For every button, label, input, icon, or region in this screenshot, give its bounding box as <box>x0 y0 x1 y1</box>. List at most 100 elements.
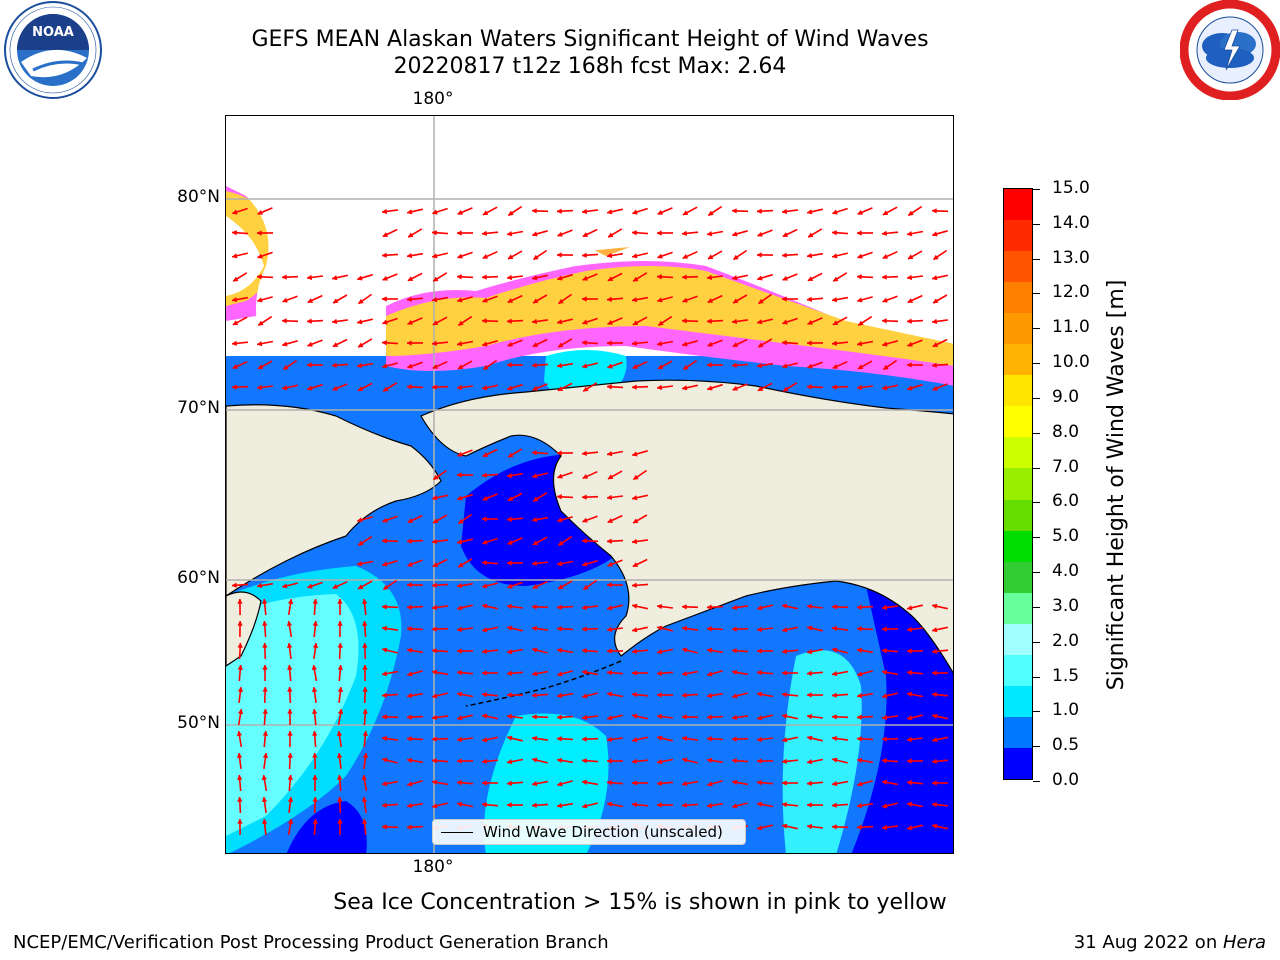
wind-wave-arrow-head <box>336 752 343 759</box>
wind-wave-arrow-head <box>656 713 663 720</box>
wind-wave-arrow-head <box>882 210 889 216</box>
wind-wave-arrow-head <box>231 296 238 303</box>
wind-wave-arrow-head <box>381 561 388 567</box>
colorbar-segment <box>1004 623 1032 656</box>
wind-wave-arrow-head <box>406 671 413 677</box>
wind-wave-arrow-head <box>781 713 788 719</box>
wind-wave-arrow-head <box>756 825 763 831</box>
wind-wave-arrow-head <box>906 758 912 764</box>
wind-wave-arrow-head <box>906 626 913 633</box>
wind-wave-arrow-head <box>331 362 337 368</box>
wind-wave-arrow-head <box>831 384 837 390</box>
wind-wave-arrow-head <box>606 626 613 633</box>
wind-wave-arrow-head <box>581 252 587 258</box>
wind-wave-arrow-head <box>431 626 437 632</box>
wind-wave-arrow-head <box>406 647 413 654</box>
nws-logo-icon <box>1179 0 1280 104</box>
wind-wave-arrow-head <box>606 209 613 215</box>
wind-wave-arrow-head <box>631 230 637 236</box>
wind-wave-arrow-head <box>906 318 912 324</box>
wind-wave-arrow-head <box>231 384 237 390</box>
wind-wave-arrow-head <box>756 275 763 281</box>
wind-wave-arrow-head <box>337 642 343 648</box>
wind-wave-arrow-head <box>581 296 587 302</box>
wind-wave-arrow-head <box>707 210 714 216</box>
wind-wave-arrow-head <box>556 275 563 281</box>
wind-wave-arrow-head <box>481 516 487 522</box>
wind-wave-arrow-head <box>481 539 488 545</box>
wind-wave-arrow-head <box>262 664 268 670</box>
wind-wave-arrow-head <box>237 686 244 693</box>
wind-wave-arrow-head <box>756 362 763 369</box>
wind-wave-arrow-head <box>632 518 639 524</box>
wind-wave-arrow-head <box>881 693 888 699</box>
wind-wave-arrow-head <box>332 298 339 304</box>
colorbar-segment <box>1004 592 1032 625</box>
wind-wave-arrow-head <box>482 364 489 370</box>
wind-wave-arrow-head <box>262 620 268 626</box>
wind-wave-arrow-head <box>831 209 838 215</box>
colorbar-segment <box>1004 468 1032 501</box>
wind-wave-arrow-head <box>931 802 937 808</box>
wind-wave-arrow-head <box>287 730 293 736</box>
wind-wave-arrow-head <box>607 276 614 281</box>
ocean-1.5-2.0 <box>226 594 359 836</box>
wind-wave-arrow-head <box>456 253 463 259</box>
wind-wave-arrow-head <box>236 752 243 759</box>
wind-wave-arrow-head <box>606 538 612 544</box>
wind-wave-arrow-head <box>757 342 764 348</box>
wind-wave-arrow-head <box>781 208 788 215</box>
wind-wave-arrow-head <box>431 230 437 236</box>
wind-wave-arrow-head <box>531 450 537 456</box>
wind-wave-arrow-head <box>756 758 762 764</box>
wind-wave-arrow-head <box>231 253 238 259</box>
wind-wave-arrow-head <box>932 385 938 391</box>
colorbar-tick-label: 1.5 <box>1052 665 1080 686</box>
wind-wave-arrow-head <box>606 450 613 457</box>
wind-wave-arrow-head <box>312 752 318 758</box>
wind-wave-arrow-head <box>407 232 414 238</box>
wind-wave-arrow-head <box>456 384 463 391</box>
wind-wave-arrow-head <box>756 208 762 214</box>
wind-wave-arrow-head <box>806 713 813 720</box>
wind-wave-arrow-head <box>706 274 713 281</box>
wind-wave-arrow-head <box>932 342 939 347</box>
wind-wave-arrow-head <box>906 648 912 654</box>
wind-wave-arrow-head <box>287 708 293 714</box>
colorbar-segment <box>1004 530 1032 563</box>
wind-wave-arrow-head <box>881 669 888 676</box>
wind-wave-arrow-head <box>931 231 938 237</box>
wind-wave-arrow-head <box>781 758 787 764</box>
wind-wave-arrow-head <box>656 274 662 280</box>
colorbar-tick-label: 12.0 <box>1052 282 1090 303</box>
wind-wave-arrow-head <box>506 780 512 786</box>
wind-wave-arrow-head <box>482 495 488 501</box>
wind-wave-arrow-head <box>906 385 913 391</box>
wind-wave-arrow-head <box>256 384 263 391</box>
wind-wave-arrow-head <box>287 774 293 780</box>
wind-wave-arrow-head <box>581 319 588 325</box>
wind-wave-arrow-head <box>881 736 887 742</box>
wind-wave-arrow-head <box>256 340 263 347</box>
wind-wave-arrow-head <box>311 664 318 671</box>
wind-wave-arrow-head <box>682 364 689 370</box>
wind-wave-arrow-head <box>681 230 687 236</box>
wind-wave-arrow-head <box>356 275 363 281</box>
wind-wave-arrow-head <box>456 297 463 303</box>
wind-wave-arrow-head <box>481 318 487 324</box>
wind-wave-arrow-head <box>657 320 664 326</box>
wind-wave-arrow-head <box>931 603 938 609</box>
colorbar-tick-label: 8.0 <box>1052 421 1080 442</box>
colorbar-tick-label: 15.0 <box>1052 178 1090 198</box>
footer-date-text: 31 Aug 2022 on <box>1073 932 1223 953</box>
wind-wave-arrow-head <box>606 801 613 808</box>
wind-wave-arrow-head <box>262 752 269 759</box>
colorbar-segment <box>1004 654 1032 687</box>
wind-wave-arrow-head <box>481 627 488 633</box>
colorbar-tick-label: 11.0 <box>1052 317 1090 338</box>
wind-wave-arrow-head <box>581 208 588 215</box>
wind-wave-arrow-head <box>907 297 914 303</box>
wind-wave-arrow-head <box>632 276 639 282</box>
wind-wave-arrow-head <box>531 757 538 763</box>
wind-wave-arrow-head <box>931 208 937 214</box>
